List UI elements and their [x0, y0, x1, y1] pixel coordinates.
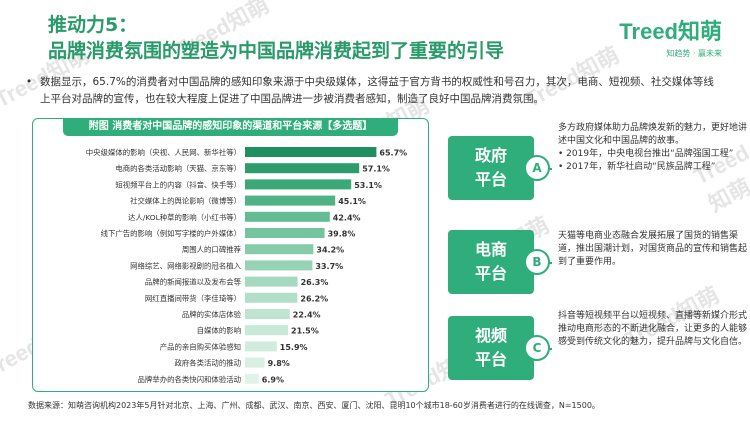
platform-box: 政府 平台	[448, 136, 534, 200]
category-label: 短视频平台上的内容（抖音、快手等）	[115, 180, 241, 189]
bar	[245, 292, 298, 303]
bar	[245, 357, 265, 368]
page-title-line2: 品牌消费氛围的塑造为中国品牌消费起到了重要的引导	[48, 40, 505, 62]
platform-card: 视频 平台 C 抖音等短视频平台以短视频、直播等新媒介形式推动电商形态的不断进化融合…	[436, 306, 747, 390]
bar	[245, 244, 314, 255]
summary-paragraph: • 数据显示，65.7%的消费者对中国品牌的感知印象来源于中央级媒体，这得益于官…	[26, 74, 722, 108]
bar	[245, 147, 377, 157]
value-label: 9.8%	[268, 359, 290, 368]
platform-description: 天猫等电商业态融合发展拓展了国货的销售渠道，推出国潮计划，对国货商品的宣传和销售…	[558, 231, 748, 267]
logo-slogan: 知趋势 · 赢未来	[666, 49, 722, 58]
platform-card: 政府 平台 A 多方政府媒体助力品牌焕发新的魅力，更好地讲述中国文化和中国品牌的故事…	[436, 118, 747, 218]
value-label: 26.2%	[300, 294, 328, 303]
badge-icon: C	[524, 335, 550, 361]
platform-card: 电商 平台 B 天猫等电商业态融合发展拓展了国货的销售渠道，推出国潮计划，对国货商品…	[436, 226, 747, 298]
platform-description: 多方政府媒体助力品牌焕发新的魅力，更好地讲述中国文化和中国品牌的故事。 • 20…	[558, 123, 748, 172]
category-label: 自媒体的影响	[197, 326, 241, 335]
value-label: 33.7%	[315, 262, 343, 271]
category-label: 品牌举办的各类快闪和体验活动	[138, 375, 241, 384]
category-label: 社交媒体上的舆论影响（微博等）	[130, 197, 241, 206]
category-label: 产品的亲自购买体验感知	[160, 342, 241, 351]
bar	[245, 260, 313, 271]
chart-title: 附图 消费者对中国品牌的感知印象的渠道和平台来源【多选题】	[63, 118, 398, 136]
category-label: 周围人的口碑推荐	[182, 245, 242, 254]
chart-panel: 附图 消费者对中国品牌的感知印象的渠道和平台来源【多选题】 中央级媒体的影响（央…	[32, 118, 429, 392]
category-label: 电商的各类活动影响（天猫、京东等）	[115, 164, 241, 173]
bar	[245, 211, 330, 222]
bar	[245, 341, 277, 352]
bullet-icon: •	[26, 76, 33, 88]
brand-logo: Treed知萌 知趋势 · 赢未来	[619, 14, 722, 59]
value-label: 15.9%	[280, 343, 308, 352]
category-label: 政府各类活动的推动	[174, 359, 241, 368]
category-label: 品牌的新闻报道以及发布会等	[145, 278, 242, 287]
category-label: 线下广告的影响（例如写字楼的户外媒体）	[101, 229, 241, 238]
bar	[245, 309, 290, 319]
bar	[245, 163, 360, 174]
bar	[245, 373, 259, 384]
bar	[245, 276, 298, 287]
logo-text: Treed知萌	[619, 19, 722, 44]
bar	[245, 228, 325, 238]
platform-description: 抖音等短视频平台以短视频、直播等新媒介形式推动电商形态的不断进化融合，让更多的人…	[558, 311, 748, 347]
value-label: 65.7%	[379, 149, 407, 158]
bar	[245, 179, 352, 190]
bar	[245, 195, 336, 206]
category-label: 品牌的实体店体验	[182, 310, 242, 319]
value-label: 22.4%	[293, 311, 321, 320]
value-label: 45.1%	[338, 197, 366, 206]
source-note: 数据来源：知萌咨询机构2023年5月针对北京、上海、广州、成都、武汉、南京、西安…	[28, 401, 600, 410]
category-label: 中央级媒体的影响（央视、人民网、新华社等）	[86, 148, 241, 157]
value-label: 26.3%	[301, 278, 329, 287]
summary-text: 数据显示，65.7%的消费者对中国品牌的感知印象来源于中央级媒体，这得益于官方背…	[40, 76, 714, 105]
page-title-line1: 推动力5：	[48, 14, 138, 36]
platform-box: 电商 平台	[448, 230, 534, 294]
platform-box: 视频 平台	[448, 316, 534, 380]
bar-chart: 中央级媒体的影响（央视、人民网、新华社等） 65.7% 电商的各类活动影响（天猫、京…	[86, 147, 407, 384]
bar	[245, 325, 288, 336]
value-label: 21.5%	[291, 327, 319, 336]
value-label: 53.1%	[354, 181, 382, 190]
category-label: 达人/KOL种草的影响（小红书等）	[128, 213, 241, 222]
category-label: 网络综艺、网络影视剧的冠名植入	[130, 261, 241, 270]
badge-icon: B	[524, 249, 550, 275]
badge-icon: A	[524, 155, 550, 181]
value-label: 6.9%	[262, 375, 284, 384]
value-label: 42.4%	[333, 213, 361, 222]
value-label: 39.8%	[328, 230, 356, 239]
category-label: 网红直播间带货（李佳琦等）	[145, 294, 241, 303]
value-label: 34.2%	[316, 246, 344, 255]
value-label: 57.1%	[362, 165, 390, 174]
